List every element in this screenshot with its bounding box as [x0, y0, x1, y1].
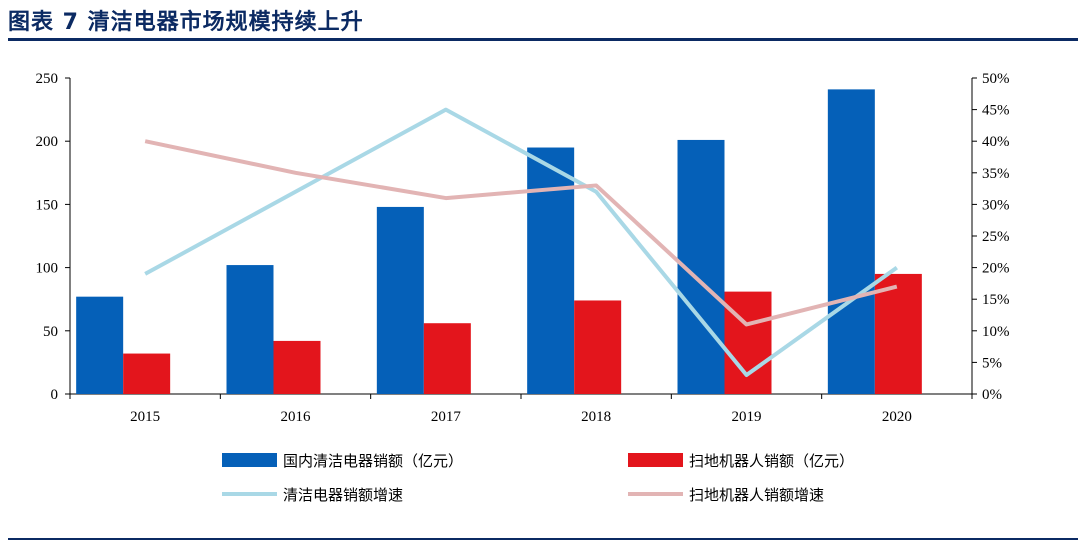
bar — [423, 323, 471, 394]
series-line — [144, 139, 898, 327]
y-left-tick-label: 150 — [36, 197, 59, 213]
figure-title: 图表 7 清洁电器市场规模持续上升 — [8, 10, 364, 35]
y-left-tick-label: 0 — [51, 387, 59, 403]
y-right-tick-label: 20% — [982, 261, 1010, 277]
bar — [273, 340, 321, 394]
y-right-tick-label: 30% — [982, 197, 1010, 213]
x-tick-label: 2015 — [130, 409, 160, 425]
legend-label: 扫地机器人销额（亿元） — [689, 452, 854, 470]
bar — [76, 296, 124, 394]
y-right-tick-label: 5% — [982, 355, 1002, 371]
legend-label: 扫地机器人销额增速 — [689, 486, 824, 504]
header-rule — [8, 38, 1078, 41]
y-left-tick-label: 250 — [36, 71, 59, 87]
series-line — [144, 107, 898, 378]
y-left-tick-label: 100 — [36, 261, 59, 277]
bar — [724, 291, 772, 394]
y-left-tick-label: 200 — [36, 134, 59, 150]
bar — [574, 300, 622, 394]
chart-legend: 国内清洁电器销额（亿元） 扫地机器人销额（亿元） 清洁电器销额增速 扫地机器人销额增速 — [222, 452, 854, 504]
y-right-tick-label: 45% — [982, 103, 1010, 119]
x-tick-label: 2020 — [882, 409, 912, 425]
y-right-tick-label: 15% — [982, 292, 1010, 308]
x-tick-label: 2018 — [581, 409, 611, 425]
legend-swatch — [628, 453, 683, 467]
chart-lines — [144, 107, 898, 378]
bar — [226, 265, 274, 394]
y-right-tick-label: 0% — [982, 387, 1002, 403]
y-right-tick-label: 35% — [982, 166, 1010, 182]
chart-axes: 0 50 100 150 200 250 0% 5% 10% 15% 20% 25% 30% 35% 40%… — [36, 71, 1010, 425]
figure-header: 图表 7 清洁电器市场规模持续上升 — [0, 0, 1080, 41]
legend-label: 国内清洁电器销额（亿元） — [283, 452, 463, 470]
legend-label: 清洁电器销额增速 — [283, 486, 403, 504]
bar — [123, 353, 171, 394]
y-right-tick-label: 25% — [982, 229, 1010, 245]
bar — [827, 89, 875, 394]
y-left-tick-label: 50 — [43, 324, 58, 340]
y-right-tick-label: 10% — [982, 324, 1010, 340]
bar — [874, 273, 922, 394]
chart: 0 50 100 150 200 250 0% 5% 10% 15% 20% 25% 30% 35% 40%… — [36, 71, 1010, 504]
x-tick-label: 2016 — [281, 409, 312, 425]
bar — [376, 206, 424, 394]
bar — [527, 147, 575, 394]
legend-swatch — [222, 453, 277, 467]
x-tick-label: 2017 — [431, 409, 462, 425]
y-right-tick-label: 50% — [982, 71, 1010, 87]
x-tick-label: 2019 — [732, 409, 762, 425]
y-right-tick-label: 40% — [982, 134, 1010, 150]
footer-rule — [8, 538, 1078, 540]
